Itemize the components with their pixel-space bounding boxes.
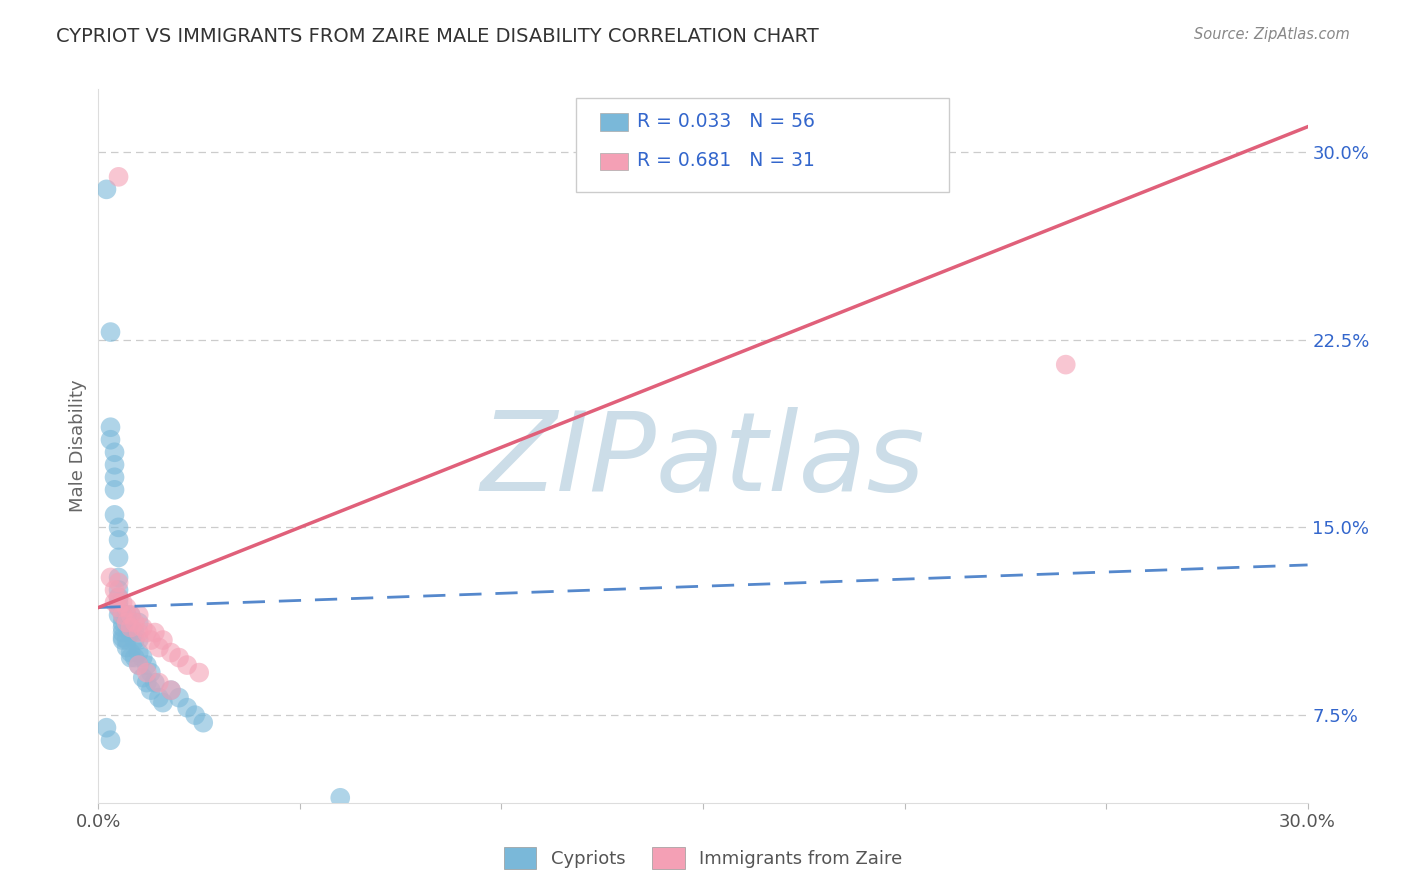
Point	[120, 607, 142, 622]
Point	[188, 665, 211, 680]
Point	[107, 595, 129, 609]
Point	[193, 715, 215, 730]
Point	[115, 633, 138, 648]
Point	[143, 675, 166, 690]
Point	[139, 683, 162, 698]
Point	[100, 420, 122, 434]
Point	[128, 625, 150, 640]
Point	[135, 675, 157, 690]
Point	[115, 640, 138, 655]
Point	[107, 533, 129, 547]
Point	[139, 665, 162, 680]
Point	[132, 671, 155, 685]
Point	[120, 650, 142, 665]
Point	[107, 600, 129, 615]
Point	[135, 665, 157, 680]
Point	[148, 690, 170, 705]
Point	[329, 790, 352, 805]
Point	[107, 591, 129, 605]
Text: CYPRIOT VS IMMIGRANTS FROM ZAIRE MALE DISABILITY CORRELATION CHART: CYPRIOT VS IMMIGRANTS FROM ZAIRE MALE DI…	[56, 27, 818, 45]
Point	[103, 508, 125, 522]
Point	[103, 458, 125, 472]
Point	[124, 633, 146, 648]
Point	[111, 595, 134, 609]
Point	[103, 483, 125, 497]
Point	[176, 658, 198, 673]
Point	[128, 633, 150, 648]
Point	[128, 615, 150, 630]
Point	[120, 625, 142, 640]
Point	[167, 690, 190, 705]
Point	[115, 600, 138, 615]
Point	[111, 615, 134, 630]
Point	[124, 650, 146, 665]
Point	[111, 631, 134, 645]
Point	[100, 733, 122, 747]
Point	[115, 615, 138, 630]
Point	[96, 182, 118, 196]
Point	[132, 650, 155, 665]
Point	[120, 621, 142, 635]
Point	[111, 633, 134, 648]
Point	[100, 433, 122, 447]
Point	[100, 325, 122, 339]
Point	[111, 625, 134, 640]
Point	[160, 683, 183, 698]
Point	[160, 683, 183, 698]
Text: R = 0.033   N = 56: R = 0.033 N = 56	[637, 112, 815, 131]
Point	[152, 633, 174, 648]
Point	[1054, 358, 1077, 372]
Point	[111, 621, 134, 635]
Point	[115, 607, 138, 622]
Point	[107, 607, 129, 622]
Point	[184, 708, 207, 723]
Point	[124, 625, 146, 640]
Point	[111, 607, 134, 622]
Point	[143, 625, 166, 640]
Point	[111, 607, 134, 622]
Y-axis label: Male Disability: Male Disability	[69, 380, 87, 512]
Point	[107, 550, 129, 565]
Point	[107, 575, 129, 590]
Point	[135, 658, 157, 673]
Point	[176, 700, 198, 714]
Point	[107, 169, 129, 184]
Point	[148, 640, 170, 655]
Text: R = 0.681   N = 31: R = 0.681 N = 31	[637, 151, 815, 170]
Point	[148, 675, 170, 690]
Text: ZIPatlas: ZIPatlas	[481, 407, 925, 514]
Point	[160, 646, 183, 660]
Point	[128, 658, 150, 673]
Point	[128, 658, 150, 673]
Text: Source: ZipAtlas.com: Source: ZipAtlas.com	[1194, 27, 1350, 42]
Point	[107, 591, 129, 605]
Point	[96, 721, 118, 735]
Point	[103, 470, 125, 484]
Point	[152, 696, 174, 710]
Point	[139, 633, 162, 648]
Point	[167, 650, 190, 665]
Point	[100, 570, 122, 584]
Point	[103, 445, 125, 459]
Legend: Cypriots, Immigrants from Zaire: Cypriots, Immigrants from Zaire	[496, 839, 910, 876]
Point	[135, 625, 157, 640]
Point	[107, 582, 129, 597]
Point	[103, 582, 125, 597]
Point	[107, 600, 129, 615]
Point	[128, 646, 150, 660]
Point	[120, 646, 142, 660]
Point	[120, 607, 142, 622]
Point	[124, 615, 146, 630]
Point	[107, 570, 129, 584]
Point	[128, 607, 150, 622]
Point	[132, 621, 155, 635]
Point	[107, 520, 129, 534]
Point	[115, 615, 138, 630]
Point	[103, 595, 125, 609]
